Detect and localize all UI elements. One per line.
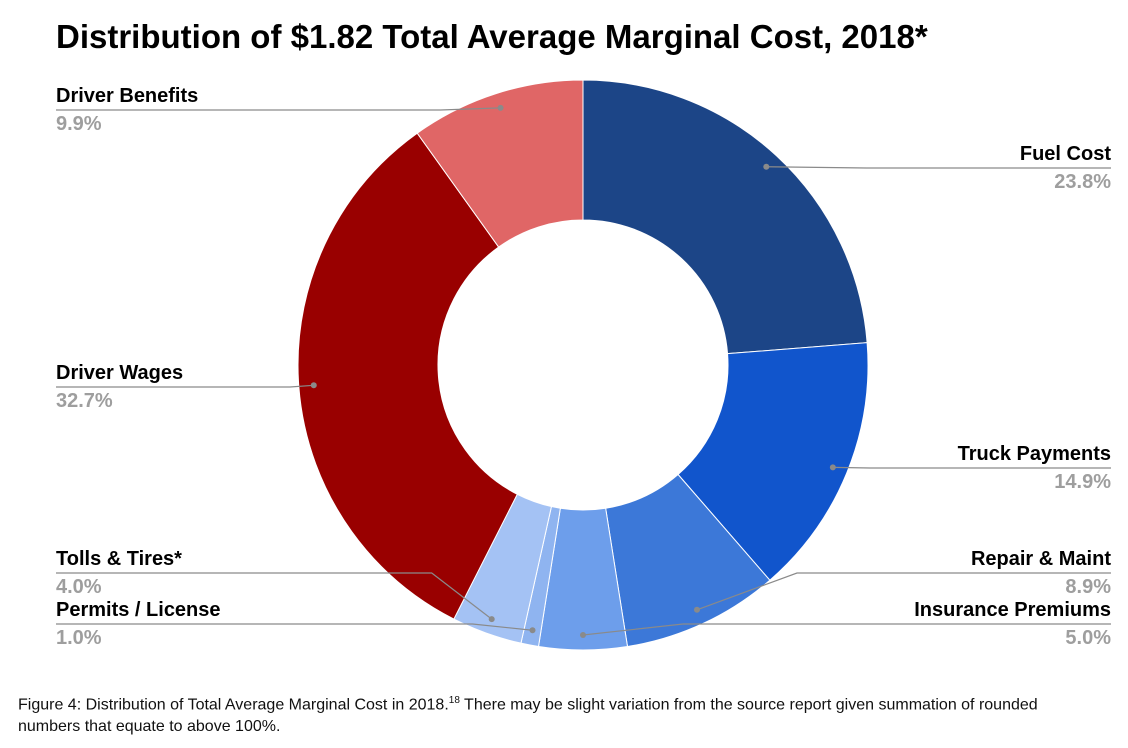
labels-group: Fuel Cost 23.8% Truck Payments 14.9% Repair … (56, 85, 1111, 649)
leader-dot-tolls-tires (488, 616, 495, 623)
leader-line-permits-license (56, 623, 533, 631)
leader-dot-permits-license (529, 627, 536, 634)
label-name-permits-license: Permits / License (56, 599, 221, 621)
leader-line-tolls-tires (56, 572, 493, 620)
leader-dot-driver-benefits (497, 104, 504, 111)
leader-dot-fuel-cost (763, 163, 770, 170)
leader-line-driver-benefits (56, 107, 501, 111)
slices-group (297, 79, 869, 651)
label-name-repair-maint: Repair & Maint (971, 548, 1111, 570)
label-value-insurance-premiums: 5.0% (1065, 627, 1111, 649)
caption-text: Figure 4: Distribution of Total Average … (18, 696, 449, 714)
leader-dot-repair-maint (693, 606, 700, 613)
label-value-permits-license: 1.0% (56, 627, 102, 649)
label-value-tolls-tires: 4.0% (56, 576, 102, 598)
slice-driver-benefits (416, 79, 584, 248)
label-name-fuel-cost: Fuel Cost (1020, 143, 1111, 165)
label-value-driver-wages: 32.7% (56, 390, 113, 412)
leader-dot-driver-wages (310, 382, 317, 389)
donut-chart: Fuel Cost 23.8% Truck Payments 14.9% Repair … (56, 79, 1111, 651)
leader-line-truck-payments (832, 466, 1111, 469)
label-name-driver-benefits: Driver Benefits (56, 85, 198, 107)
label-value-repair-maint: 8.9% (1065, 576, 1111, 598)
slice-fuel-cost (582, 79, 868, 355)
label-value-driver-benefits: 9.9% (56, 113, 102, 135)
slice-driver-wages (297, 132, 518, 620)
leader-line-repair-maint (696, 572, 1111, 611)
label-value-truck-payments: 14.9% (1054, 471, 1111, 493)
figure-caption: Figure 4: Distribution of Total Average … (18, 690, 1098, 738)
label-value-fuel-cost: 23.8% (1054, 171, 1111, 193)
slice-truck-payments (677, 342, 869, 581)
leader-lines-group (56, 104, 1111, 638)
label-name-tolls-tires: Tolls & Tires* (56, 548, 182, 570)
caption-rest: There may be slight variation from the s… (18, 696, 1038, 736)
label-name-insurance-premiums: Insurance Premiums (914, 599, 1111, 621)
leader-line-driver-wages (56, 384, 314, 388)
label-name-driver-wages: Driver Wages (56, 362, 183, 384)
chart-title: Distribution of $1.82 Total Average Marg… (56, 18, 928, 55)
leader-line-fuel-cost (766, 166, 1111, 169)
leader-dot-truck-payments (829, 464, 836, 471)
caption-footnote: 18 (448, 695, 460, 706)
leader-dot-insurance-premiums (580, 632, 586, 638)
leader-line-insurance-premiums (582, 623, 1111, 636)
label-name-truck-payments: Truck Payments (958, 443, 1111, 465)
